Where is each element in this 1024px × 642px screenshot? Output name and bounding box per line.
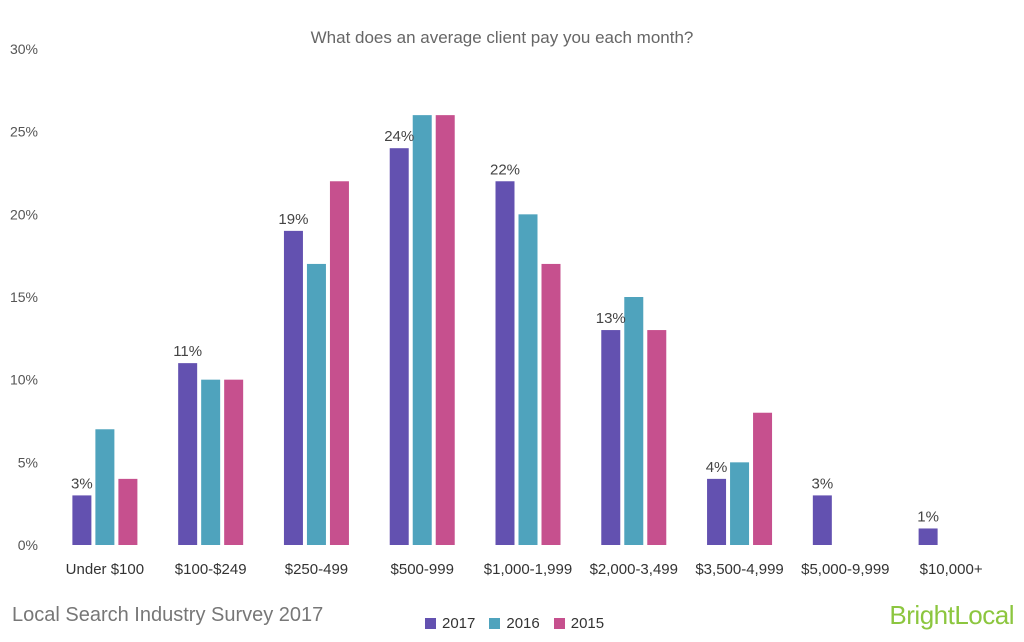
bar-2016: [412, 115, 432, 545]
bar-2015: [753, 412, 773, 545]
data-label: 22%: [490, 161, 520, 178]
y-tick-label: 30%: [10, 41, 38, 57]
y-tick-label: 25%: [10, 124, 38, 140]
bar-2016: [306, 263, 326, 545]
bar-2017: [495, 181, 515, 545]
y-tick-label: 15%: [10, 289, 38, 305]
y-tick-label: 0%: [18, 537, 38, 553]
legend-swatch: [489, 618, 501, 629]
bar-2017: [918, 528, 938, 545]
legend-item-2015: 2015: [553, 615, 605, 632]
bar-2015: [118, 478, 138, 545]
legend-item-2016: 2016: [489, 615, 540, 632]
bar-2016: [201, 379, 221, 545]
bar-chart: What does an average client pay you each…: [10, 28, 983, 578]
y-tick-label: 10%: [10, 372, 38, 388]
bar-2017: [707, 478, 727, 545]
legend: 2017 2016 2015: [425, 615, 604, 632]
category-label: $500-999: [391, 561, 454, 578]
bar-2016: [730, 462, 750, 545]
category-label: $100-$249: [175, 561, 247, 578]
bars-group: [72, 115, 938, 546]
bar-2017: [389, 148, 409, 545]
legend-label: 2016: [506, 615, 540, 632]
bar-2015: [647, 330, 667, 545]
data-label: 24%: [384, 128, 414, 145]
data-label: 13%: [596, 310, 626, 327]
bar-2015: [224, 379, 244, 545]
bar-2017: [812, 495, 832, 545]
data-labels-group: 3% 11% 19% 24% 22% 13% 4% 3% 1%: [71, 128, 939, 525]
legend-swatch: [425, 618, 436, 629]
category-label: $1,000-1,999: [484, 561, 572, 578]
category-label: $3,500-4,999: [695, 561, 783, 578]
bar-2017: [601, 330, 621, 545]
category-label: $10,000+: [920, 561, 983, 578]
data-label: 3%: [811, 475, 833, 492]
bar-2015: [435, 115, 455, 545]
data-label: 1%: [917, 508, 939, 525]
bar-2016: [518, 214, 538, 546]
data-label: 4%: [706, 459, 728, 476]
category-label: $2,000-3,499: [590, 561, 678, 578]
data-label: 19%: [278, 211, 308, 228]
bar-2016: [95, 429, 115, 545]
y-tick-label: 5%: [18, 454, 38, 470]
legend-label: 2017: [442, 615, 476, 632]
brand-logo: BrightLocal: [889, 600, 1014, 630]
category-label: $250-499: [285, 561, 348, 578]
bar-2017: [72, 495, 92, 545]
y-axis-ticks: 0% 5% 10% 15% 20% 25% 30%: [10, 41, 38, 553]
chart-title: What does an average client pay you each…: [311, 28, 694, 47]
bar-2017: [178, 363, 198, 545]
bar-2015: [541, 263, 561, 545]
bar-2015: [329, 181, 349, 545]
data-label: 11%: [173, 343, 202, 360]
category-label: Under $100: [66, 561, 144, 578]
y-tick-label: 20%: [10, 206, 38, 222]
data-label: 3%: [71, 475, 93, 492]
bar-2017: [283, 230, 303, 545]
legend-swatch: [553, 618, 565, 629]
legend-item-2017: 2017: [425, 615, 475, 632]
category-label: $5,000-9,999: [801, 561, 889, 578]
survey-title: Local Search Industry Survey 2017: [12, 604, 324, 626]
legend-label: 2015: [570, 615, 605, 632]
bar-2016: [624, 297, 644, 545]
category-labels-group: Under $100 $100-$249 $250-499 $500-999 $1,00…: [66, 561, 983, 578]
